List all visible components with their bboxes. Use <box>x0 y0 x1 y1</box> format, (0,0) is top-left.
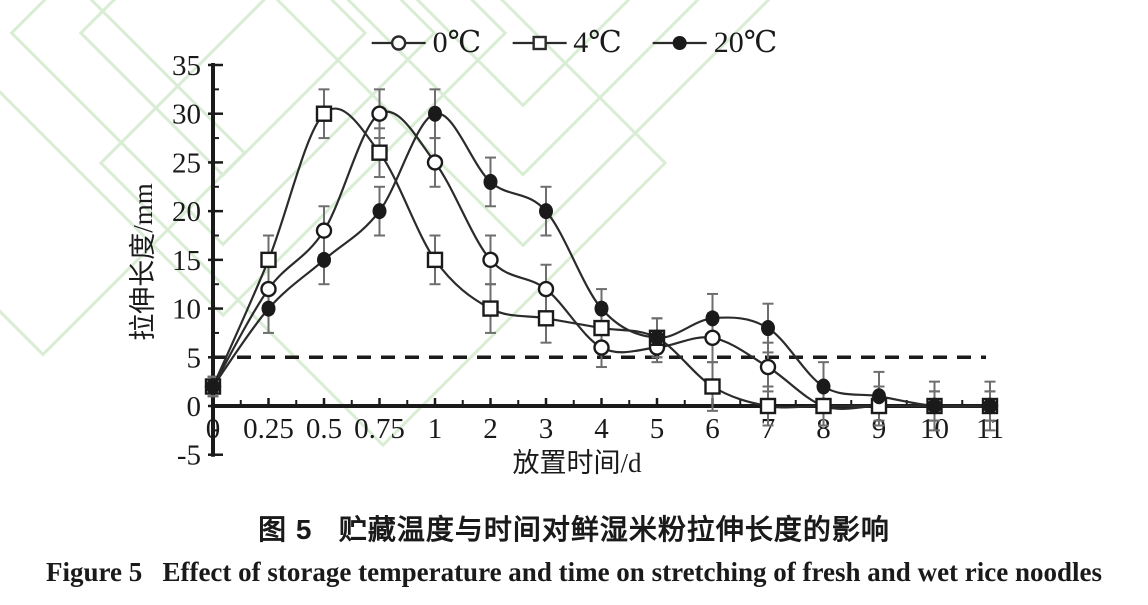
filled-circle-marker <box>428 105 442 122</box>
filled-circle-marker <box>483 173 498 190</box>
open-square-marker <box>260 251 277 269</box>
x-tick-label: 7 <box>761 413 776 445</box>
open-square-marker <box>704 378 721 395</box>
filled-circle-marker-icon <box>652 36 707 50</box>
legend-item-20c: 20℃ <box>652 26 778 59</box>
open-square-marker <box>315 105 333 122</box>
open-circle-marker-icon <box>371 35 426 51</box>
y-tick-label: 10 <box>172 294 201 326</box>
filled-circle-marker <box>206 378 220 395</box>
filled-circle-marker <box>317 251 331 268</box>
x-tick-label: 0.5 <box>306 413 342 445</box>
filled-circle-marker <box>372 203 387 220</box>
figure-captions: 图 5 贮藏温度与时间对鲜湿米粉拉伸长度的影响 Figure 5 Effect … <box>0 508 1148 588</box>
filled-circle-marker <box>705 310 720 327</box>
open-square-marker <box>482 300 499 317</box>
x-tick-label: 8 <box>816 413 831 445</box>
filled-circle-marker <box>261 300 276 317</box>
x-tick-label: 4 <box>594 413 609 445</box>
x-tick-label: 0.25 <box>243 413 294 445</box>
filled-circle-marker <box>594 300 609 317</box>
open-circle-marker <box>482 251 499 269</box>
y-tick-label: -5 <box>177 440 201 472</box>
y-tick-label: 15 <box>172 245 201 277</box>
legend-label: 4℃ <box>573 26 622 59</box>
open-circle-marker <box>537 280 555 298</box>
filled-circle-marker <box>816 378 831 395</box>
open-square-marker <box>759 397 777 415</box>
legend-item-4c: 4℃ <box>511 28 622 58</box>
open-circle-marker <box>371 105 388 122</box>
y-axis-title: 拉伸长度/mm <box>128 183 158 341</box>
open-circle-marker <box>759 358 777 376</box>
x-tick-label: 5 <box>650 413 665 445</box>
chart-legend: 0℃ 4℃ 20℃ <box>371 26 778 59</box>
x-tick-label: 6 <box>705 413 720 445</box>
open-square-marker <box>426 251 444 269</box>
open-square-marker <box>815 397 832 415</box>
x-tick-label: 2 <box>483 413 498 445</box>
y-tick-label: 25 <box>172 147 201 179</box>
y-tick-label: 5 <box>187 342 202 374</box>
filled-circle-marker <box>927 398 942 414</box>
x-tick-label: 0.75 <box>354 413 405 445</box>
legend-label: 0℃ <box>432 26 482 59</box>
x-tick-label: 0 <box>206 413 221 445</box>
open-square-marker <box>371 144 388 161</box>
caption-chinese: 图 5 贮藏温度与时间对鲜湿米粉拉伸长度的影响 <box>258 514 890 545</box>
legend-item-0c: 0℃ <box>371 26 482 59</box>
y-tick-label: 0 <box>187 391 202 423</box>
filled-circle-marker <box>761 320 775 337</box>
filled-circle-marker <box>983 398 997 414</box>
open-circle-marker <box>704 329 721 346</box>
legend-label: 20℃ <box>713 26 778 59</box>
y-tick-label: 30 <box>172 99 201 131</box>
filled-circle-marker <box>872 388 886 405</box>
open-square-marker-icon <box>512 35 567 51</box>
filled-circle-marker <box>650 329 664 346</box>
x-tick-label: 1 <box>428 413 443 445</box>
open-circle-marker <box>315 222 333 239</box>
y-tick-label: 20 <box>172 196 201 228</box>
filled-circle-marker <box>539 203 553 220</box>
open-square-marker <box>537 310 555 327</box>
open-circle-marker <box>593 339 610 356</box>
caption-english: Figure 5 Effect of storage temperature a… <box>45 557 1103 587</box>
open-circle-marker <box>426 154 444 171</box>
x-tick-label: 3 <box>539 413 554 445</box>
series-line-20c <box>212 112 991 408</box>
x-axis-title: 放置时间/d <box>512 448 642 478</box>
series-line-4c <box>211 107 990 409</box>
y-tick-label: 35 <box>172 50 201 82</box>
open-square-marker <box>593 319 610 337</box>
open-circle-marker <box>260 280 277 298</box>
